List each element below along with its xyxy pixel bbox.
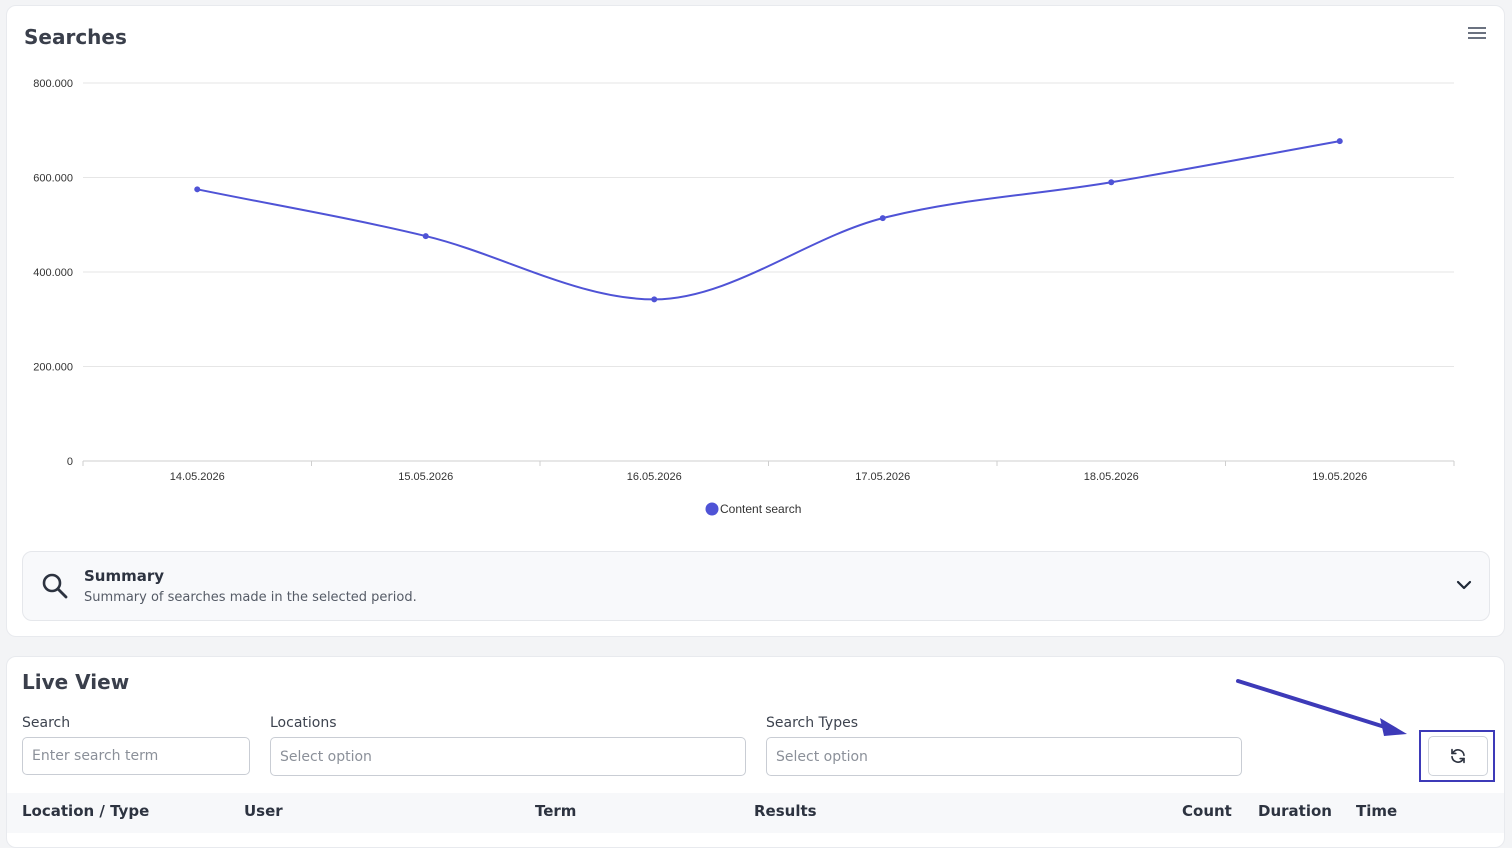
x-tick-label: 19.05.2026: [1312, 471, 1367, 483]
data-point: [1108, 179, 1115, 186]
chart-grid: [83, 82, 1454, 367]
searches-chart: 0 200.000 400.000 600.000 800.000 14.05.2026…: [33, 78, 1455, 516]
x-tick-label: 14.05.2026: [170, 471, 225, 483]
live-view-title: Live View: [22, 670, 130, 694]
y-tick-label: 200.000: [33, 362, 73, 374]
series-line: [197, 140, 1340, 301]
x-tick-label: 16.05.2026: [627, 471, 682, 483]
column-time[interactable]: Time: [1356, 802, 1398, 820]
column-location-type[interactable]: Location / Type: [22, 802, 150, 820]
hamburger-menu-icon[interactable]: [1468, 27, 1486, 41]
chart-legend[interactable]: Content search: [705, 502, 802, 516]
y-tick-label: 800.000: [33, 78, 73, 90]
summary-subtitle: Summary of searches made in the selected…: [84, 590, 417, 605]
column-results[interactable]: Results: [754, 802, 817, 820]
y-tick-label: 400.000: [33, 267, 73, 279]
chart-series: [194, 138, 1343, 303]
chart-x-tick-labels: 14.05.2026 15.05.2026 16.05.2026 17.05.2026…: [170, 471, 1368, 483]
search-input[interactable]: [22, 737, 250, 775]
x-tick-label: 15.05.2026: [398, 471, 453, 483]
locations-select[interactable]: Select option: [270, 737, 746, 776]
legend-label: Content search: [720, 502, 801, 516]
column-count[interactable]: Count: [1182, 802, 1232, 820]
search-types-select[interactable]: Select option: [766, 737, 1242, 776]
live-view-card: Live View Search Locations Select option…: [6, 656, 1505, 848]
chart-y-tick-labels: 0 200.000 400.000 600.000 800.000: [33, 78, 73, 468]
search-label: Search: [22, 715, 71, 731]
y-tick-label: 0: [67, 456, 73, 468]
data-point: [1336, 138, 1343, 145]
searches-title: Searches: [24, 25, 127, 49]
search-types-label: Search Types: [766, 715, 858, 731]
refresh-button[interactable]: [1428, 736, 1488, 776]
searches-card: Searches 0 200.000 400.000 600.000 800.000 1…: [6, 5, 1505, 637]
search-icon: [42, 573, 68, 599]
column-term[interactable]: Term: [535, 802, 577, 820]
summary-title: Summary: [84, 567, 165, 585]
refresh-icon: [1451, 748, 1465, 764]
chart-x-axis: [82, 460, 1455, 466]
x-tick-label: 18.05.2026: [1084, 471, 1139, 483]
data-point: [879, 215, 886, 222]
y-tick-label: 600.000: [33, 173, 73, 185]
locations-placeholder: Select option: [280, 749, 372, 765]
data-point: [422, 233, 429, 240]
data-point: [194, 186, 201, 193]
x-tick-label: 17.05.2026: [855, 471, 910, 483]
locations-label: Locations: [270, 715, 337, 731]
column-duration[interactable]: Duration: [1258, 802, 1332, 820]
data-point: [651, 296, 658, 303]
chevron-down-icon[interactable]: [1456, 579, 1472, 591]
column-user[interactable]: User: [244, 802, 283, 820]
legend-marker: [705, 502, 719, 516]
summary-panel[interactable]: Summary Summary of searches made in the …: [22, 551, 1490, 621]
search-types-placeholder: Select option: [776, 749, 868, 765]
table-header: [7, 793, 1504, 833]
